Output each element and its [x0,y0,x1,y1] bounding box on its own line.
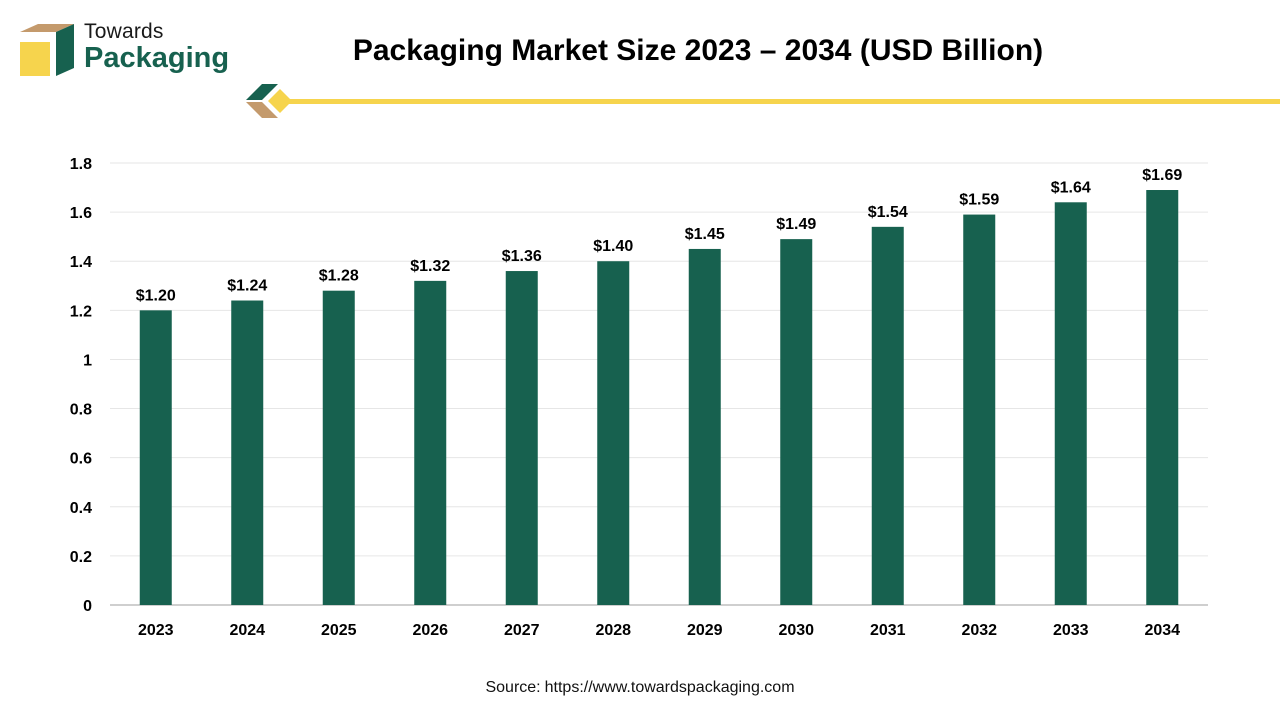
logo: Towards Packaging [16,20,246,84]
data-label: $1.36 [502,248,542,265]
y-tick-label: 0.4 [70,500,92,517]
x-tick-label: 2033 [1053,622,1089,639]
y-tick-label: 0 [83,598,92,615]
x-tick-label: 2024 [229,622,265,639]
bar [414,280,447,605]
divider-diamond-icon [246,84,292,118]
y-tick-label: 1.6 [70,205,92,222]
data-label: $1.54 [868,204,908,221]
y-tick-label: 1.2 [70,303,92,320]
x-tick-label: 2023 [138,622,174,639]
y-tick-label: 0.8 [70,402,92,419]
x-tick-label: 2025 [321,622,357,639]
bar [780,239,813,605]
bar [1146,190,1179,605]
bar [139,310,172,605]
logo-text-towards: Towards [84,20,164,43]
source-url[interactable]: https://www.towardspackaging.com [544,679,795,696]
bar [688,248,721,605]
y-tick-label: 1.8 [70,156,92,173]
data-label: $1.24 [227,278,267,295]
bar [322,290,355,605]
package-box-icon [20,24,74,76]
bar [505,271,538,605]
data-label: $1.49 [776,216,816,233]
bar [1054,202,1087,606]
y-tick-label: 1.4 [70,254,92,271]
data-label: $1.45 [685,226,725,243]
data-label: $1.40 [593,238,633,255]
data-label: $1.20 [136,287,176,304]
y-tick-label: 0.6 [70,451,92,468]
x-tick-label: 2031 [870,622,906,639]
x-tick-label: 2027 [504,622,540,639]
divider-line [288,99,1280,104]
x-tick-label: 2026 [412,622,448,639]
data-label: $1.64 [1051,179,1091,196]
data-label: $1.28 [319,268,359,285]
chart-title: Packaging Market Size 2023 – 2034 (USD B… [352,34,1044,67]
logo-text-packaging: Packaging [84,42,230,74]
x-tick-label: 2029 [687,622,723,639]
data-label: $1.59 [959,192,999,209]
data-label: $1.69 [1142,167,1182,184]
x-tick-label: 2030 [778,622,814,639]
y-tick-label: 1 [83,352,92,369]
x-tick-label: 2028 [595,622,631,639]
bar [871,226,904,605]
source-label: Source: [485,679,541,696]
y-tick-label: 0.2 [70,549,92,566]
bar [963,214,996,606]
x-tick-label: 2032 [961,622,997,639]
data-label: $1.32 [410,258,450,275]
bar [597,261,630,605]
x-tick-label: 2034 [1144,622,1180,639]
bar [231,300,264,605]
source-note: Source: https://www.towardspackaging.com [0,679,1280,697]
